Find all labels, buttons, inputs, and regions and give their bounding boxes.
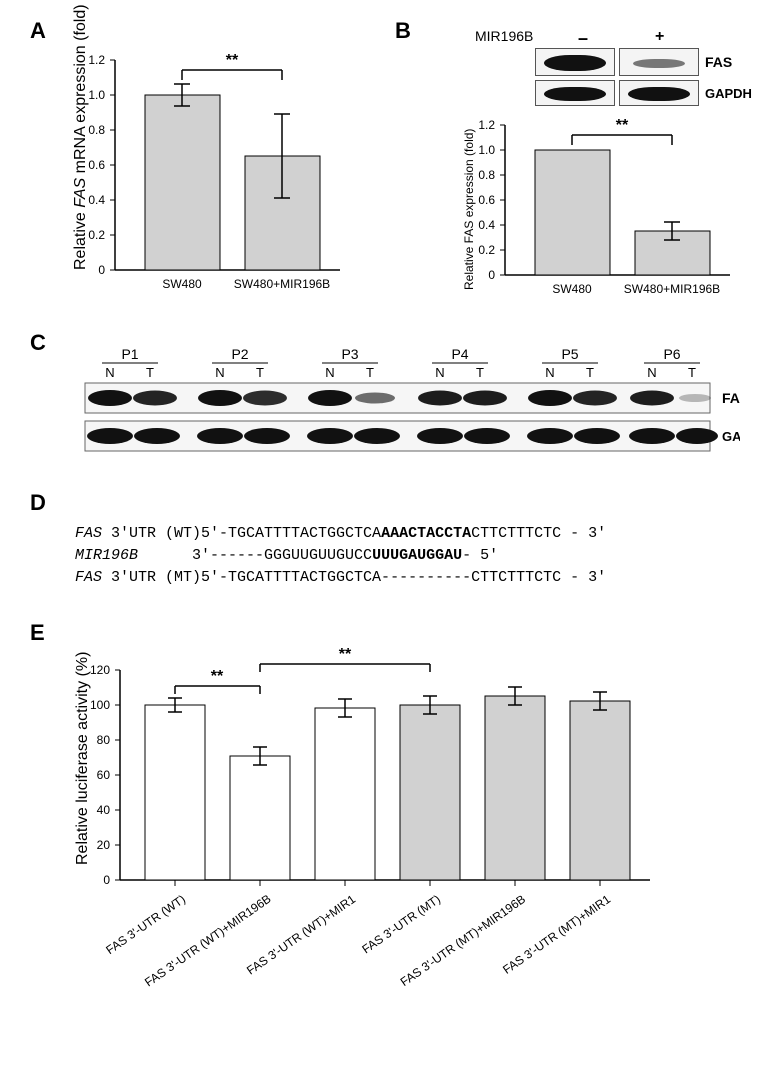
panel-a-xlabel-1: SW480+MIR196B: [234, 277, 330, 291]
svg-text:N: N: [325, 365, 334, 380]
svg-text:N: N: [545, 365, 554, 380]
svg-text:P4: P4: [451, 346, 468, 362]
svg-text:FAS: FAS: [722, 390, 740, 406]
svg-text:P2: P2: [231, 346, 248, 362]
panel-e-label: E: [30, 620, 45, 646]
svg-text:P1: P1: [121, 346, 138, 362]
panel-b-blot-fas-label: FAS: [705, 54, 732, 70]
svg-text:P3: P3: [341, 346, 358, 362]
panel-b-ylabel: Relative FAS expression (fold): [462, 129, 476, 290]
panel-b-header-minus: –: [578, 28, 588, 49]
panel-b-chart: 0 0.2 0.4 0.6 0.8 1.0 1.2 ** SW480 SW480…: [450, 115, 750, 315]
panel-e-bar-4: [485, 696, 545, 880]
svg-text:0.6: 0.6: [478, 193, 495, 207]
panel-b-blot-gapdh: [535, 80, 699, 111]
svg-text:T: T: [256, 365, 264, 380]
panel-e-bar-3: [400, 705, 460, 880]
svg-text:0.8: 0.8: [88, 123, 105, 137]
panel-d-line-1: MIR196B 3'------GGGUUGUUGUCCUUUGAUGGAU- …: [75, 547, 498, 564]
svg-text:GAPDH: GAPDH: [722, 429, 740, 444]
panel-a-xlabel-0: SW480: [162, 277, 202, 291]
panel-e-ylabel: Relative luciferase activity (%): [74, 652, 92, 865]
svg-text:T: T: [366, 365, 374, 380]
svg-text:0.8: 0.8: [478, 168, 495, 182]
panel-a-sig: **: [226, 52, 239, 69]
svg-text:1.2: 1.2: [478, 118, 495, 132]
panel-e-bar-1: [230, 756, 290, 880]
svg-text:T: T: [688, 365, 696, 380]
svg-text:P5: P5: [561, 346, 578, 362]
svg-text:0.6: 0.6: [88, 158, 105, 172]
svg-text:T: T: [476, 365, 484, 380]
panel-b-xlabel-1: SW480+MIR196B: [624, 282, 720, 296]
panel-a-label: A: [30, 18, 46, 44]
panel-b-header-plus: +: [655, 28, 664, 46]
panel-d-line-2: FAS 3'UTR (MT)5'-TGCATTTTACTGGCTCA------…: [75, 569, 606, 586]
panel-b-sig: **: [616, 117, 629, 134]
panel-e-bar-0: [145, 705, 205, 880]
svg-text:120: 120: [90, 663, 110, 677]
panel-b-blot-fas: [535, 48, 699, 81]
svg-text:N: N: [105, 365, 114, 380]
panel-e-sig-1: **: [339, 646, 352, 663]
svg-text:0: 0: [488, 268, 495, 282]
panel-c-blot: P1 P2 P3 P4 P5 P6 N T N T N T N T N T N T: [60, 345, 740, 470]
panel-e-sig-0: **: [211, 668, 224, 685]
panel-a-chart: 0 0.2 0.4 0.6 0.8 1.0 1.2 ** SW480 SW480…: [60, 40, 360, 320]
svg-text:0: 0: [98, 263, 105, 277]
panel-b-bar-0: [535, 150, 610, 275]
panel-a-ylabel: Relative FAS mRNA expression (fold): [72, 4, 90, 270]
svg-text:60: 60: [97, 768, 111, 782]
svg-text:0.4: 0.4: [478, 218, 495, 232]
svg-text:1.0: 1.0: [478, 143, 495, 157]
panel-d-label: D: [30, 490, 46, 516]
svg-text:0.4: 0.4: [88, 193, 105, 207]
panel-b-xlabel-0: SW480: [552, 282, 592, 296]
svg-text:T: T: [586, 365, 594, 380]
panel-e-chart: 0 20 40 60 80 100 120 **: [60, 640, 680, 1070]
svg-text:1.0: 1.0: [88, 88, 105, 102]
svg-text:40: 40: [97, 803, 111, 817]
panel-d-line-0: FAS 3'UTR (WT)5'-TGCATTTTACTGGCTCAAAACTA…: [75, 525, 606, 542]
panel-e-bar-5: [570, 701, 630, 880]
svg-text:1.2: 1.2: [88, 53, 105, 67]
panel-e-bar-2: [315, 708, 375, 880]
svg-text:N: N: [647, 365, 656, 380]
panel-b-header-text: MIR196B: [475, 28, 533, 44]
svg-text:100: 100: [90, 698, 110, 712]
svg-text:0.2: 0.2: [478, 243, 495, 257]
svg-text:20: 20: [97, 838, 111, 852]
panel-c-label: C: [30, 330, 46, 356]
svg-text:80: 80: [97, 733, 111, 747]
svg-text:0: 0: [103, 873, 110, 887]
svg-text:N: N: [215, 365, 224, 380]
svg-text:N: N: [435, 365, 444, 380]
svg-text:0.2: 0.2: [88, 228, 105, 242]
panel-b-blot-gapdh-label: GAPDH: [705, 86, 752, 101]
svg-text:T: T: [146, 365, 154, 380]
panel-a-bar-0: [145, 95, 220, 270]
panel-a-yticks: 0 0.2 0.4 0.6 0.8 1.0 1.2: [88, 53, 115, 277]
panel-b-label: B: [395, 18, 411, 44]
svg-text:P6: P6: [663, 346, 680, 362]
